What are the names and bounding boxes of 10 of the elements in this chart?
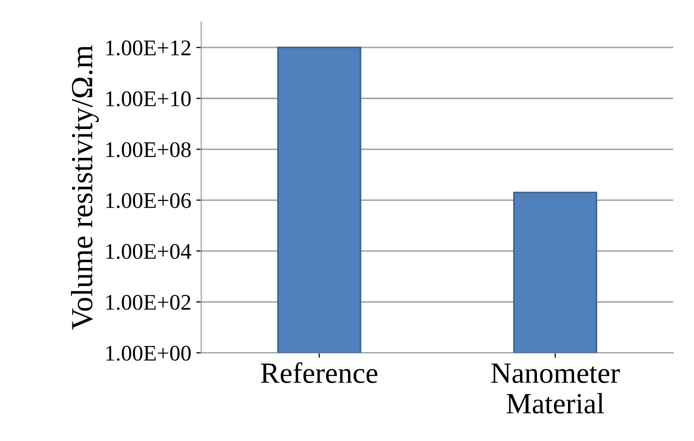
- y-tick-label: 1.00E+10: [106, 91, 191, 106]
- y-tick-label: 1.00E+02: [106, 294, 190, 310]
- y-tick-label: 1.00E+04: [106, 244, 192, 260]
- y-tick-label: 1.00E+12: [106, 40, 190, 56]
- x-tick-label: Nanometer Material: [491, 364, 620, 414]
- y-tick-label: 1.00E+00: [106, 346, 191, 361]
- y-tick-label: 1.00E+08: [106, 142, 191, 158]
- x-tick-label: Reference: [260, 362, 378, 384]
- y-axis-title: Volume resistivity/Ω.m: [70, 45, 99, 330]
- y-tick-label: 1.00E+06: [106, 193, 191, 208]
